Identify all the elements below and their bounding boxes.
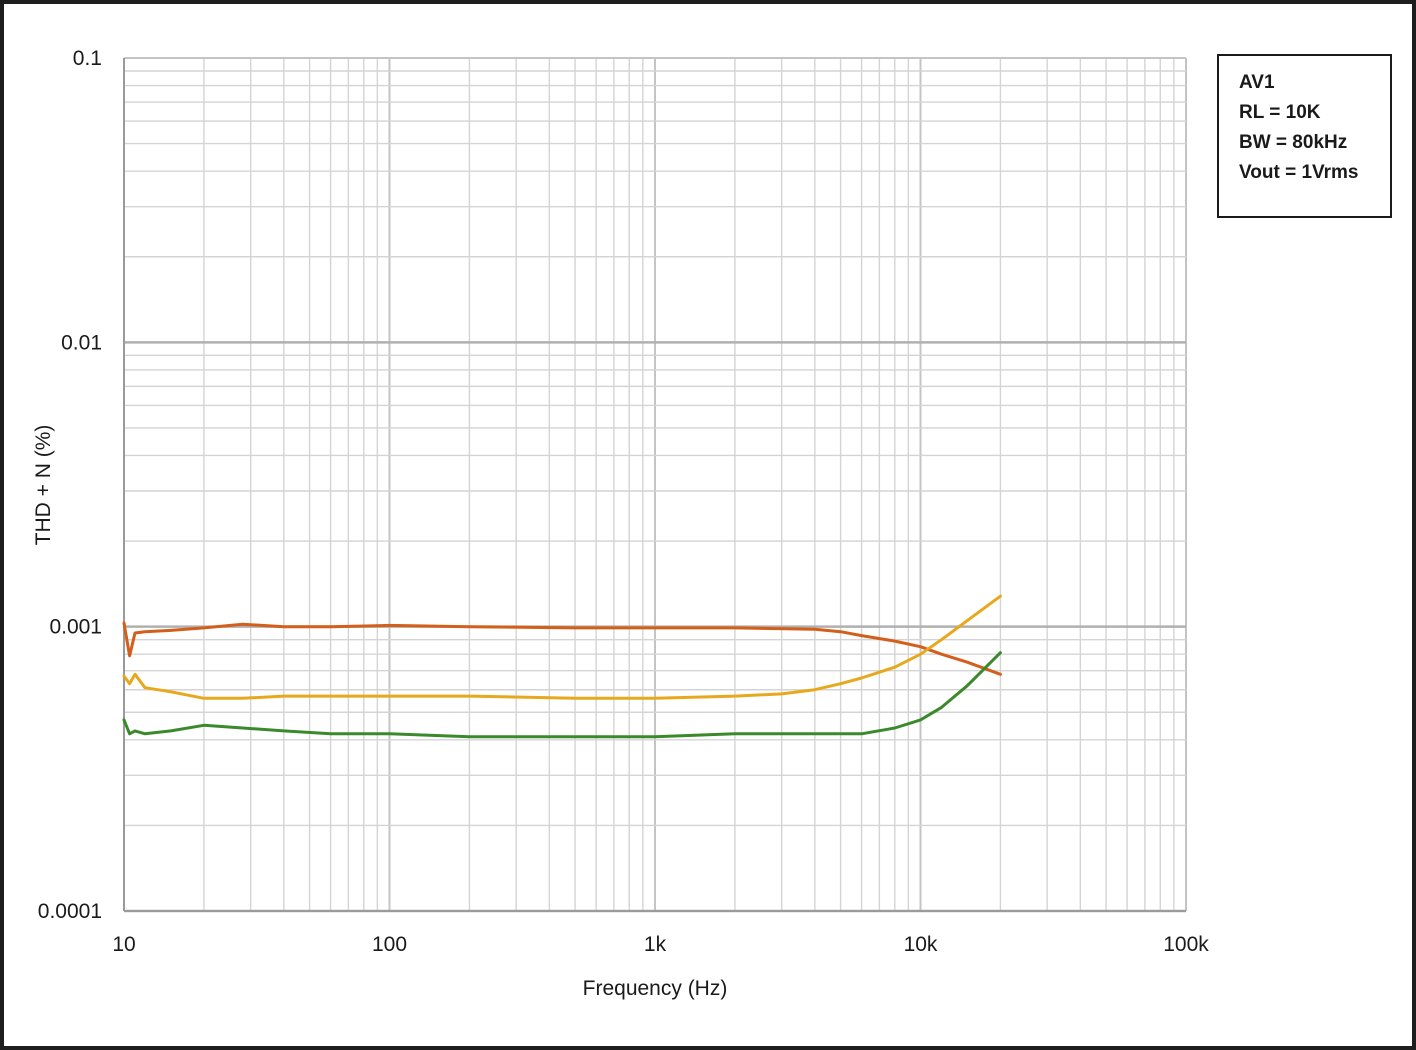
x-axis-title: Frequency (Hz) <box>583 977 728 1000</box>
series-line <box>122 651 1002 739</box>
y-tick-label: 0.1 <box>73 47 102 70</box>
y-tick-label: 0.001 <box>49 616 102 639</box>
x-tick-label: 100 <box>372 933 407 956</box>
x-tick-label: 100k <box>1163 933 1209 956</box>
y-tick-label: 0.01 <box>61 331 102 354</box>
annotation-line: Vout = 1Vrms <box>1239 162 1359 183</box>
y-axis-title: THD + N (%) <box>32 425 55 546</box>
axes <box>123 58 1186 912</box>
chart-annotation-box: AV1 RL = 10K BW = 80kHz Vout = 1Vrms <box>1217 54 1392 218</box>
annotation-line: BW = 80kHz <box>1239 132 1348 153</box>
series-line <box>122 594 1002 700</box>
chart-plot: 10 100 1k 10k 100k 0.1 0.01 0.001 0.0001 Frequen… <box>32 47 1209 1000</box>
x-tick-label: 10 <box>112 933 135 956</box>
y-tick-label: 0.0001 <box>38 900 102 923</box>
series-lines <box>122 594 1002 739</box>
grid-lines <box>123 57 1187 913</box>
series-line <box>122 621 1002 676</box>
x-tick-label: 1k <box>644 933 667 956</box>
annotation-line: AV1 <box>1239 72 1275 93</box>
x-tick-label: 10k <box>904 933 938 956</box>
tick-labels: 10 100 1k 10k 100k 0.1 0.01 0.001 0.0001 <box>38 47 1209 956</box>
annotation-line: RL = 10K <box>1239 102 1321 123</box>
